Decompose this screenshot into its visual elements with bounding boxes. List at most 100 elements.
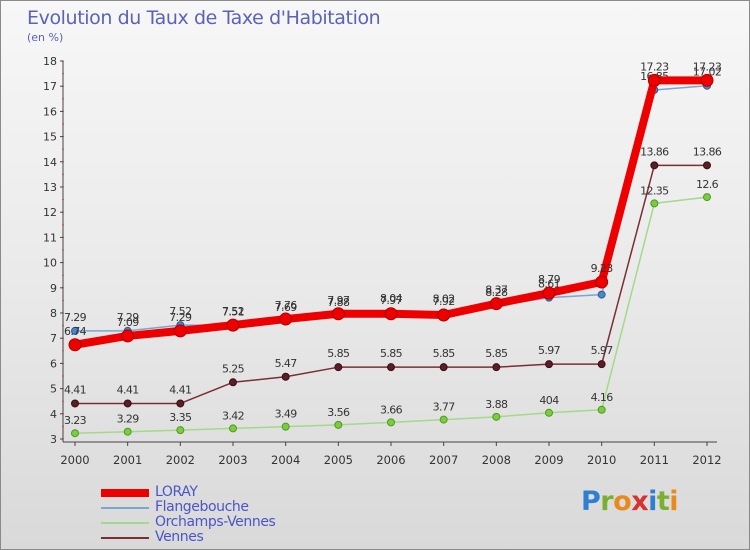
legend-label: Flangebouche — [155, 499, 249, 515]
data-label: 7.88 — [327, 296, 350, 309]
x-tick-label: 2007 — [429, 453, 458, 467]
data-label: 8.02 — [433, 292, 455, 305]
data-label: 5.85 — [327, 347, 350, 360]
data-point — [439, 415, 448, 424]
data-label: 7.97 — [327, 294, 350, 307]
y-tick-label: 13 — [43, 181, 57, 194]
data-point — [384, 307, 398, 321]
x-tick-label: 2011 — [640, 453, 669, 467]
data-label: 7.29 — [117, 311, 140, 324]
data-point — [123, 427, 132, 436]
data-point — [331, 307, 345, 321]
data-label: 8.79 — [538, 273, 561, 286]
data-label: 5.85 — [433, 347, 456, 360]
data-label: 3.29 — [117, 413, 140, 426]
proxiti-logo: Proxiti — [581, 486, 679, 517]
legend-swatch — [101, 537, 149, 539]
data-label: 3.42 — [222, 409, 244, 422]
data-label: 5.85 — [380, 347, 403, 360]
unit-label: (en %) — [27, 31, 64, 44]
data-point — [387, 363, 395, 372]
y-tick-label: 9 — [50, 282, 57, 295]
y-tick-label: 6 — [50, 357, 57, 370]
legend-swatch — [101, 522, 149, 524]
y-tick-label: 16 — [43, 105, 57, 118]
data-label: 4.41 — [64, 383, 86, 396]
data-point — [703, 161, 711, 170]
x-tick-label: 2002 — [166, 453, 195, 467]
y-tick-label: 5 — [50, 383, 57, 396]
x-tick-label: 2010 — [587, 453, 616, 467]
series-orchamps-vennes: 3.23 3.29 3.35 3.42 3.49 3.56 3.66 3.77 3.88 404 4… — [64, 178, 719, 438]
data-point — [597, 405, 606, 414]
x-tick-label: 2005 — [324, 453, 353, 467]
data-point — [173, 324, 187, 338]
data-point — [68, 338, 82, 352]
x-tick-label: 2003 — [218, 453, 247, 467]
data-label: 3.77 — [433, 401, 456, 414]
data-point — [703, 193, 711, 202]
x-tick-label: 2012 — [692, 453, 721, 467]
chart-title: Evolution du Taux de Taxe d'Habitation — [27, 7, 381, 29]
legend-swatch — [101, 507, 149, 509]
data-point — [176, 399, 185, 408]
data-point — [700, 73, 714, 87]
data-point — [334, 363, 343, 372]
data-label: 4.41 — [117, 383, 139, 396]
data-label: 7.52 — [222, 305, 244, 318]
x-tick-label: 2004 — [271, 453, 300, 467]
data-point — [229, 378, 237, 387]
data-label: 3.88 — [485, 398, 508, 411]
data-point — [545, 360, 553, 369]
data-point — [226, 318, 240, 332]
x-tick-label: 2001 — [113, 453, 142, 467]
data-label: 5.85 — [485, 347, 508, 360]
data-label: 7.92 — [433, 295, 455, 308]
data-label: 5.97 — [538, 344, 561, 357]
data-point — [650, 199, 659, 208]
data-point — [121, 329, 135, 343]
data-label: 8.28 — [485, 286, 508, 299]
data-point — [439, 363, 448, 372]
logo-letter: r — [600, 486, 614, 517]
data-point — [281, 422, 290, 431]
data-label: 17.23 — [693, 60, 722, 73]
data-label: 4.41 — [169, 383, 191, 396]
data-point — [71, 399, 79, 408]
data-point — [492, 412, 501, 421]
data-label: 3.23 — [64, 414, 87, 427]
data-point — [279, 312, 293, 326]
data-point — [597, 290, 606, 299]
data-label: 7.51 — [222, 305, 244, 318]
y-tick-label: 15 — [43, 131, 57, 144]
logo-letter: i — [648, 486, 657, 517]
y-tick-label: 3 — [50, 433, 57, 446]
data-label: 8.61 — [538, 278, 560, 291]
series-loray: 6.747.09 7.29 7.52 7.76 7.97 7.97 7.928.378.79… — [64, 60, 722, 352]
data-label: 4.16 — [591, 391, 614, 404]
data-label: 7.29 — [64, 311, 87, 324]
logo-letter: P — [581, 486, 601, 517]
data-label: 3.35 — [169, 411, 192, 424]
data-label: 3.49 — [275, 408, 298, 421]
data-point — [437, 308, 451, 322]
data-label: 13.86 — [640, 145, 669, 158]
data-label: 12.6 — [696, 178, 719, 191]
data-point — [229, 424, 237, 433]
data-point — [176, 426, 185, 435]
data-point — [489, 297, 503, 311]
series-vennes: 4.41 4.41 4.41 5.25 5.47 5.85 5.85 5.85 5.85 5.97… — [64, 145, 722, 408]
data-label: 9.23 — [591, 262, 614, 275]
data-label: 5.25 — [222, 362, 245, 375]
data-label: 6.74 — [64, 325, 87, 338]
data-point — [647, 73, 661, 87]
data-point — [71, 326, 79, 335]
data-label: 3.56 — [327, 406, 350, 419]
legend-label: Orchamps-Vennes — [155, 514, 276, 530]
y-tick-label: 10 — [43, 257, 57, 270]
y-tick-label: 11 — [43, 231, 57, 244]
x-tick-label: 2009 — [534, 453, 563, 467]
logo-letter: x — [631, 486, 649, 517]
